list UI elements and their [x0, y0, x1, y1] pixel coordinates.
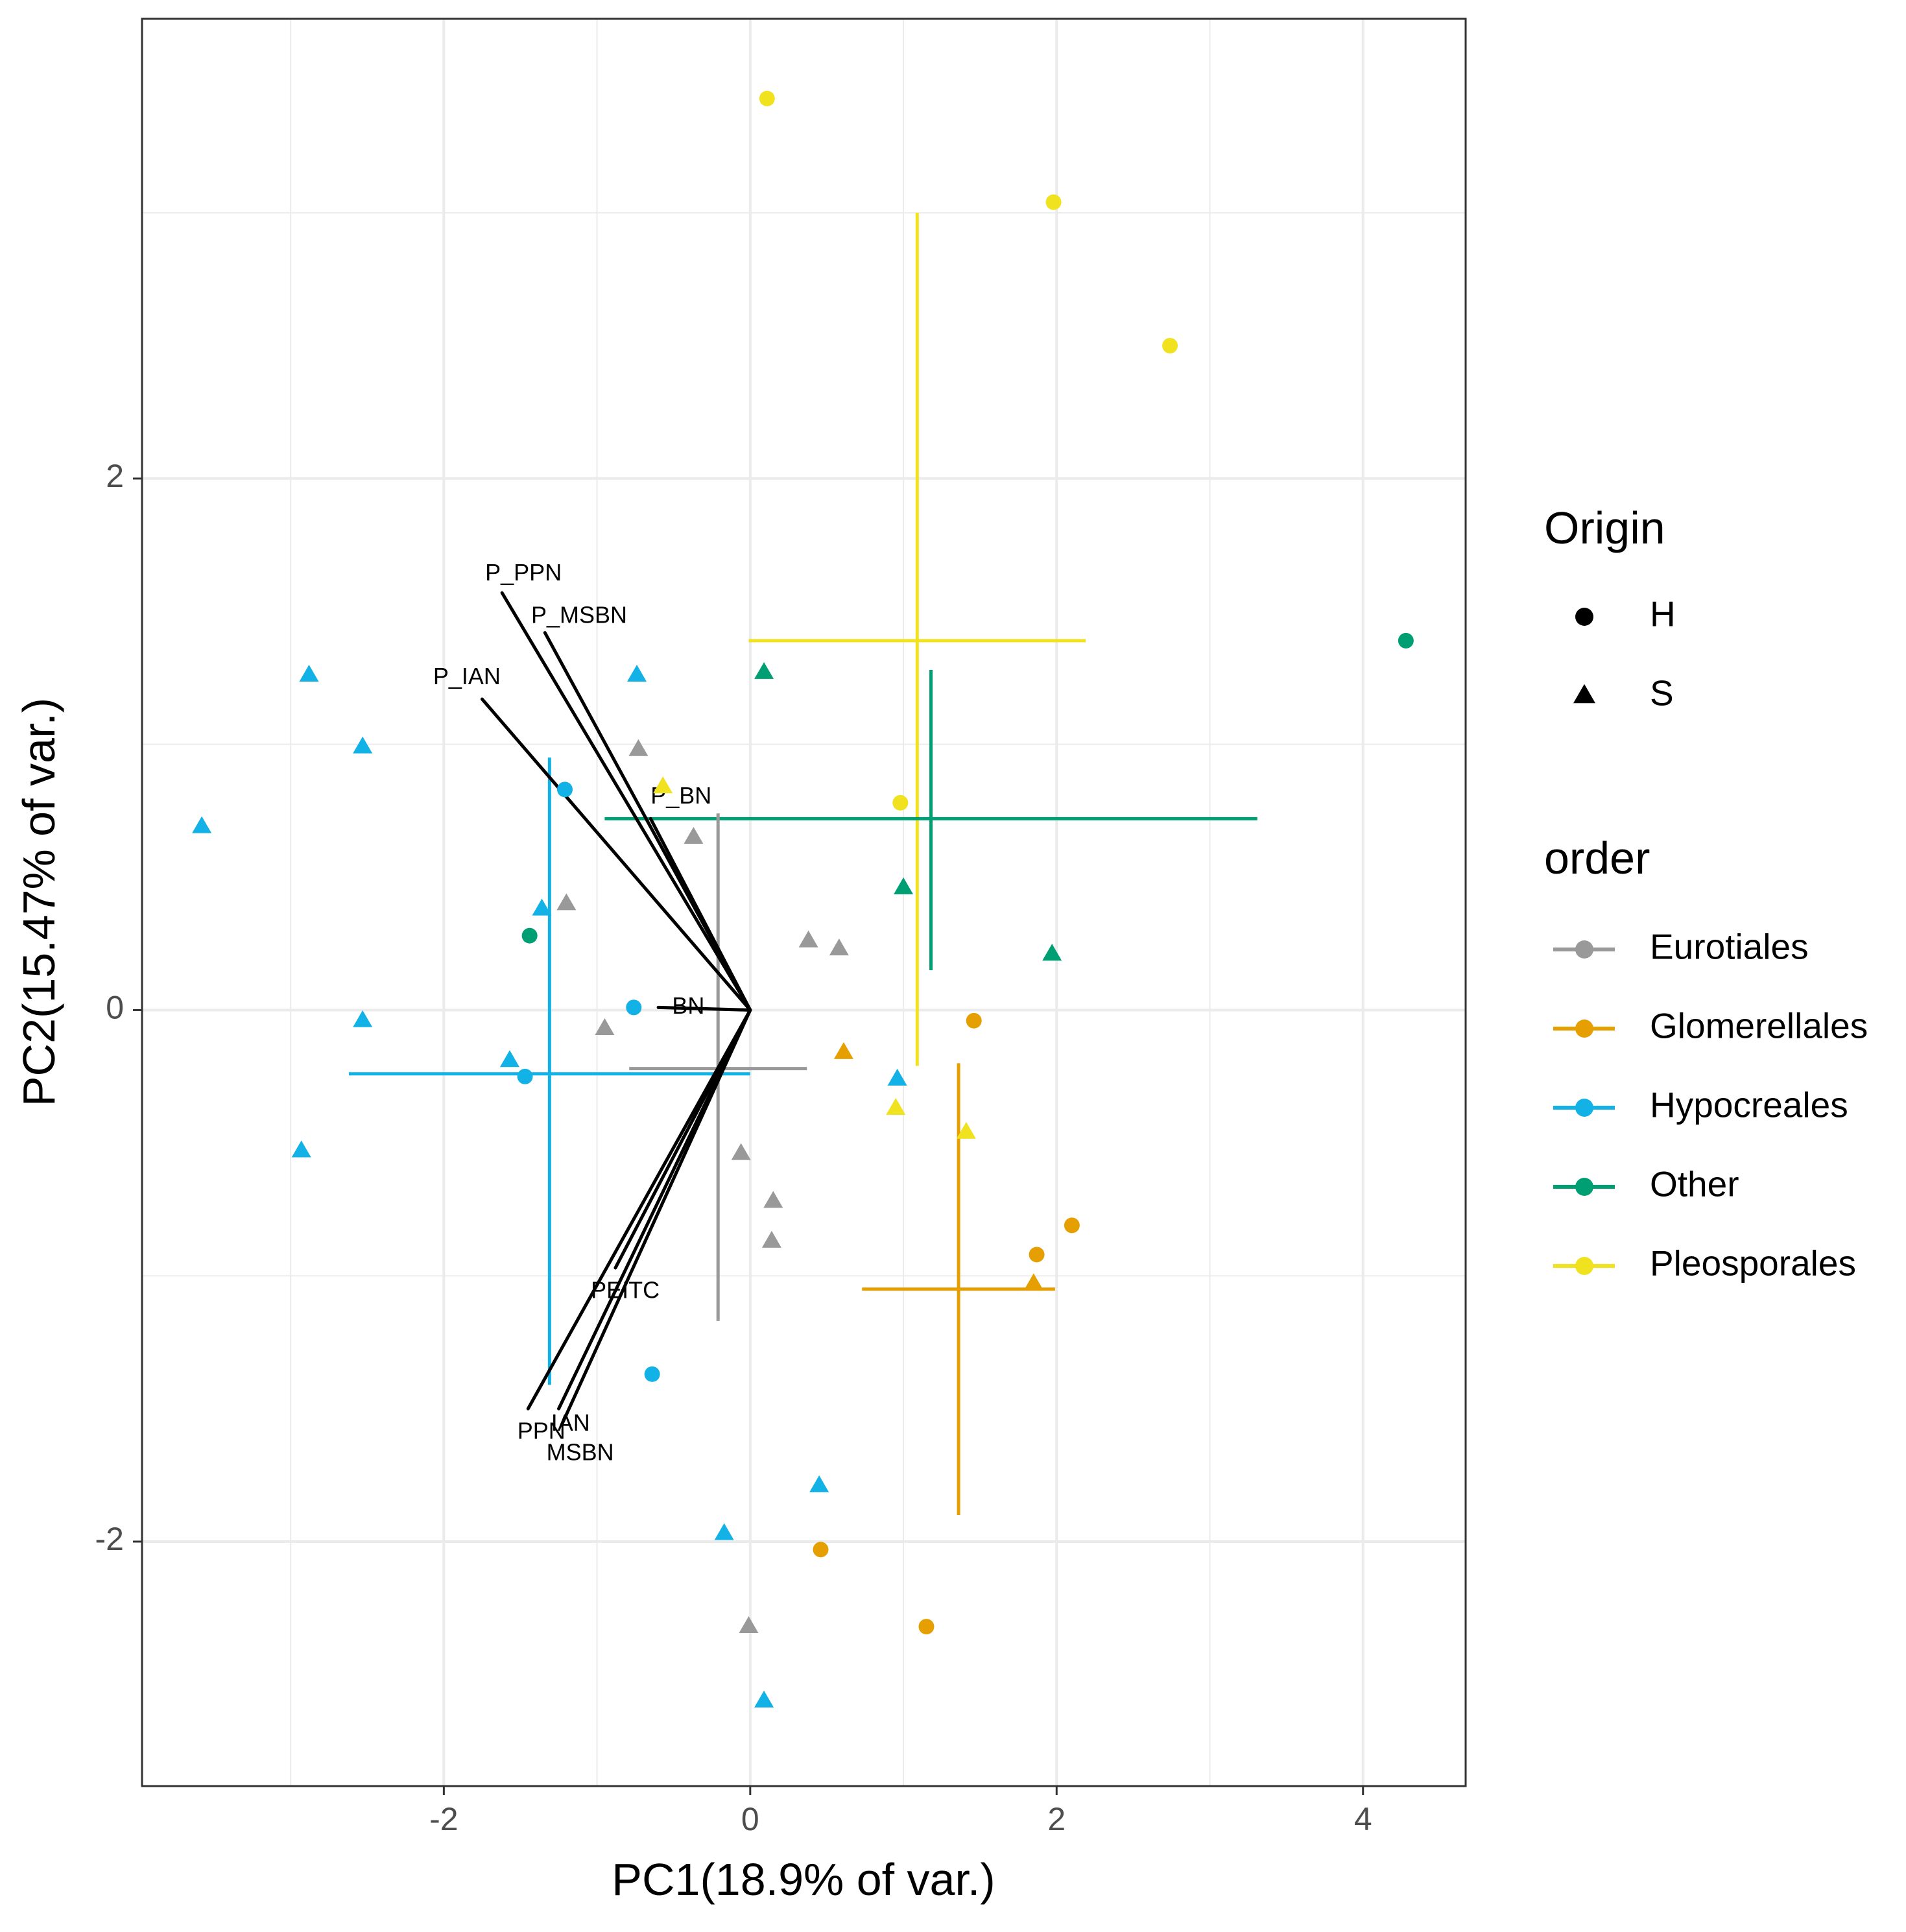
legend-origin-circle-icon: [1575, 608, 1593, 626]
legend-origin-triangle-icon: [1573, 684, 1595, 704]
data-point-eurotiales: [595, 1018, 615, 1036]
data-point-hypocreales: [532, 898, 552, 916]
loading-arrow: [649, 817, 752, 1012]
data-point-glomerellales: [833, 1042, 853, 1059]
data-point-eurotiales: [761, 1230, 781, 1248]
data-point-pleosporales: [1045, 194, 1062, 210]
x-tick-label: 0: [741, 1801, 759, 1837]
data-point-eurotiales: [556, 893, 577, 911]
data-point-pleosporales: [1162, 338, 1178, 354]
data-point-pleosporales: [653, 776, 673, 794]
data-point-hypocreales: [192, 816, 212, 833]
loading-arrow: [500, 591, 752, 1012]
loading-label: P_MSBN: [531, 602, 627, 628]
data-point-hypocreales: [291, 1140, 311, 1158]
legend-order-dot-icon: [1575, 1020, 1593, 1038]
data-point-other: [521, 927, 538, 944]
y-tick-label: 2: [106, 458, 124, 494]
y-tick-label: -2: [95, 1521, 124, 1557]
data-point-hypocreales: [809, 1475, 829, 1492]
legend-order-dot-icon: [1575, 1178, 1593, 1196]
loading-arrow: [526, 1008, 752, 1411]
data-point-hypocreales: [353, 736, 373, 754]
loading-arrow: [656, 1005, 752, 1012]
data-point-hypocreales: [517, 1068, 533, 1084]
y-axis-title: PC2(15.47% of var.): [14, 698, 64, 1106]
legend-order-label: Glomerellales: [1650, 1006, 1868, 1046]
data-point-glomerellales: [1029, 1246, 1045, 1263]
data-point-hypocreales: [299, 665, 319, 682]
x-axis-title: PC1(18.9% of var.): [612, 1854, 995, 1905]
loading-label: P_IAN: [433, 663, 501, 689]
data-point-hypocreales: [499, 1050, 519, 1067]
data-point-eurotiales: [829, 938, 849, 956]
legend-origin-label: S: [1650, 673, 1674, 713]
data-point-hypocreales: [556, 781, 573, 798]
data-point-hypocreales: [644, 1366, 660, 1382]
loading-label: P_PPN: [485, 559, 562, 586]
loading-label: PPN: [518, 1418, 566, 1444]
data-point-eurotiales: [739, 1616, 759, 1634]
data-point-pleosporales: [886, 1097, 906, 1115]
legend-order-title: order: [1544, 833, 1650, 883]
legend-origin-label: H: [1650, 594, 1676, 634]
legend-order-label: Pleosporales: [1650, 1243, 1856, 1283]
data-point-other: [1398, 632, 1414, 649]
data-point-glomerellales: [813, 1542, 829, 1558]
data-point-pleosporales: [956, 1121, 976, 1139]
data-point-eurotiales: [731, 1143, 751, 1160]
data-point-eurotiales: [628, 739, 649, 756]
plot-panel-border: [141, 18, 1467, 1787]
data-point-hypocreales: [353, 1010, 373, 1027]
data-point-hypocreales: [754, 1690, 774, 1708]
legend-order-label: Other: [1650, 1164, 1739, 1204]
data-point-pleosporales: [759, 90, 775, 106]
data-point-eurotiales: [684, 826, 704, 844]
legend-order-label: Hypocreales: [1650, 1085, 1848, 1125]
data-point-other: [894, 877, 914, 894]
data-point-pleosporales: [892, 794, 909, 811]
plot-panel-background: [142, 19, 1466, 1786]
loading-label: BN: [672, 992, 704, 1019]
data-point-glomerellales: [966, 1012, 982, 1029]
loading-label: MSBN: [547, 1438, 614, 1465]
data-points: [192, 90, 1414, 1708]
data-point-other: [1042, 944, 1062, 961]
data-point-glomerellales: [1064, 1217, 1080, 1234]
y-tick-label: 0: [106, 990, 124, 1026]
loading-label: IAN: [551, 1409, 590, 1436]
data-point-eurotiales: [798, 930, 818, 948]
data-point-eurotiales: [763, 1191, 783, 1208]
loading-label: PEITC: [591, 1276, 660, 1303]
data-point-hypocreales: [887, 1068, 907, 1086]
loading-arrow: [480, 697, 752, 1012]
y-axis: -2 0 2: [95, 458, 142, 1557]
legend-order-dot-icon: [1575, 1257, 1593, 1275]
x-tick-label: -2: [429, 1801, 458, 1837]
data-point-hypocreales: [714, 1523, 734, 1540]
major-gridlines: [142, 19, 1466, 1786]
data-point-glomerellales: [1023, 1273, 1043, 1291]
data-point-hypocreales: [626, 999, 642, 1016]
loading-arrow: [560, 1008, 752, 1427]
x-axis: -2 0 2 4: [429, 1786, 1372, 1837]
data-point-hypocreales: [627, 665, 647, 682]
legend-order-dot-icon: [1575, 940, 1593, 959]
x-tick-label: 4: [1354, 1801, 1372, 1837]
legend-order-dot-icon: [1575, 1099, 1593, 1117]
legend-order-label: Eurotiales: [1650, 927, 1809, 967]
x-tick-label: 2: [1047, 1801, 1066, 1837]
data-point-glomerellales: [918, 1619, 935, 1635]
legend-origin-title: Origin: [1544, 503, 1665, 553]
data-point-other: [754, 662, 774, 679]
